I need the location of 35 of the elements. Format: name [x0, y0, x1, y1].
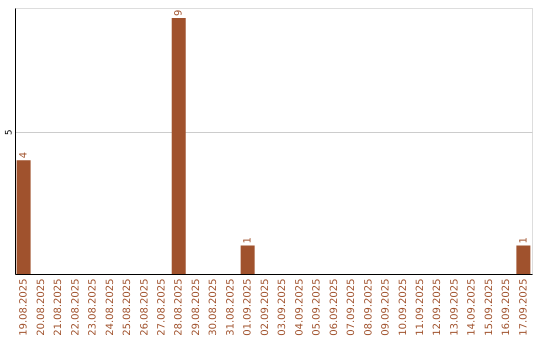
x-tick-label: 17.09.2025: [518, 278, 530, 336]
x-tick-label: 19.08.2025: [18, 278, 30, 336]
x-tick-label: 16.09.2025: [501, 278, 512, 336]
x-tick-label: 14.09.2025: [466, 278, 478, 336]
x-tick-label: 23.08.2025: [88, 278, 99, 336]
x-tick-label: 22.08.2025: [70, 278, 82, 336]
x-tick-label: 08.09.2025: [363, 278, 374, 336]
x-tick-label: 13.09.2025: [449, 278, 460, 336]
x-tick-label: 21.08.2025: [53, 278, 64, 336]
x-tick-label: 20.08.2025: [36, 278, 47, 336]
y-tick-label: 5: [4, 129, 14, 136]
data-label: 4: [18, 152, 30, 158]
x-tick-label: 27.08.2025: [156, 278, 168, 336]
x-tick-label: 25.08.2025: [122, 278, 134, 336]
x-tick-label: 10.09.2025: [398, 278, 409, 336]
x-tick-label: 30.08.2025: [208, 278, 220, 336]
x-tick-label: 31.08.2025: [225, 278, 236, 336]
x-tick-label: 03.09.2025: [277, 278, 288, 336]
x-tick-label: 24.08.2025: [104, 278, 116, 336]
x-tick-label: 04.09.2025: [294, 278, 306, 336]
x-tick-label: 28.08.2025: [174, 278, 185, 336]
x-tick-label: 01.09.2025: [242, 278, 254, 336]
data-label: 1: [242, 237, 254, 244]
x-tick-label: 12.09.2025: [432, 278, 444, 336]
data-label: 9: [174, 10, 185, 16]
x-tick-label: 29.08.2025: [190, 278, 202, 336]
x-tick-label: 09.09.2025: [380, 278, 392, 336]
x-tick-label: 07.09.2025: [346, 278, 358, 336]
x-tick-label: 11.09.2025: [414, 278, 426, 336]
x-tick-label: 06.09.2025: [328, 278, 340, 336]
x-tick-label: 26.08.2025: [139, 278, 150, 336]
x-tick-label: 05.09.2025: [312, 278, 323, 336]
x-tick-label: 15.09.2025: [484, 278, 495, 336]
data-label: 1: [518, 237, 530, 244]
x-tick-label: 02.09.2025: [260, 278, 271, 336]
